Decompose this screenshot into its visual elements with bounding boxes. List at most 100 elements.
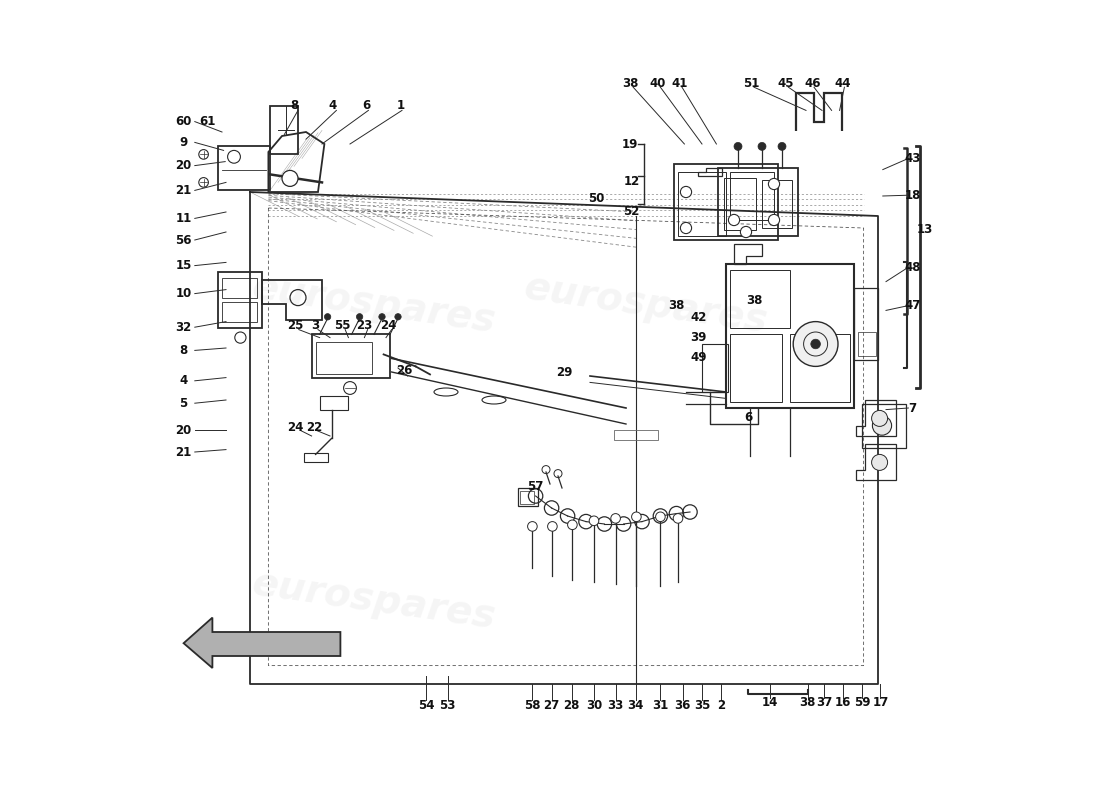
Circle shape xyxy=(199,178,208,187)
Text: 14: 14 xyxy=(762,696,778,709)
Circle shape xyxy=(681,222,692,234)
Circle shape xyxy=(740,226,751,238)
Text: eurospares: eurospares xyxy=(521,268,770,340)
Text: 49: 49 xyxy=(691,351,707,364)
Circle shape xyxy=(631,512,641,522)
Text: 45: 45 xyxy=(778,77,794,90)
Text: 52: 52 xyxy=(624,205,640,218)
Text: 4: 4 xyxy=(179,374,188,387)
Text: 34: 34 xyxy=(627,699,644,712)
Text: 19: 19 xyxy=(621,138,638,150)
Text: 21: 21 xyxy=(176,184,191,197)
Text: 20: 20 xyxy=(176,159,191,172)
Bar xyxy=(762,180,792,228)
Circle shape xyxy=(769,214,780,226)
Text: 12: 12 xyxy=(624,175,640,188)
Text: 38: 38 xyxy=(668,299,684,312)
Text: 61: 61 xyxy=(199,115,216,128)
Text: 4: 4 xyxy=(328,99,337,112)
Text: 27: 27 xyxy=(543,699,560,712)
Text: 42: 42 xyxy=(691,311,707,324)
Bar xyxy=(222,302,257,322)
Text: 40: 40 xyxy=(649,77,666,90)
Text: 37: 37 xyxy=(816,696,833,709)
Text: 22: 22 xyxy=(306,421,322,434)
Text: 57: 57 xyxy=(527,480,543,493)
Text: 50: 50 xyxy=(588,192,605,205)
Text: 3: 3 xyxy=(310,319,319,332)
Text: 15: 15 xyxy=(175,259,191,272)
Circle shape xyxy=(871,454,888,470)
Text: 13: 13 xyxy=(916,223,933,236)
Bar xyxy=(304,453,328,462)
Bar xyxy=(730,270,790,328)
Text: 58: 58 xyxy=(524,699,541,712)
Text: 24: 24 xyxy=(287,421,304,434)
Text: 18: 18 xyxy=(904,189,921,202)
Text: 30: 30 xyxy=(586,699,602,712)
Text: 38: 38 xyxy=(621,77,638,90)
Polygon shape xyxy=(184,618,340,668)
Circle shape xyxy=(378,314,385,320)
Circle shape xyxy=(324,314,331,320)
Circle shape xyxy=(793,322,838,366)
Text: 8: 8 xyxy=(179,344,188,357)
Text: 9: 9 xyxy=(179,136,188,149)
Circle shape xyxy=(395,314,402,320)
Text: 31: 31 xyxy=(652,699,669,712)
Text: 32: 32 xyxy=(176,321,191,334)
Text: 60: 60 xyxy=(175,115,191,128)
Text: 39: 39 xyxy=(691,331,707,344)
Text: 7: 7 xyxy=(909,402,916,414)
Text: 36: 36 xyxy=(674,699,691,712)
Text: 11: 11 xyxy=(176,212,191,225)
Bar xyxy=(725,178,757,230)
Circle shape xyxy=(681,186,692,198)
Bar xyxy=(222,278,257,298)
Circle shape xyxy=(282,170,298,186)
Bar xyxy=(730,172,774,220)
Text: 33: 33 xyxy=(607,699,624,712)
Circle shape xyxy=(356,314,363,320)
Text: 21: 21 xyxy=(176,446,191,458)
Text: 17: 17 xyxy=(872,696,889,709)
Bar xyxy=(858,332,876,356)
Text: 2: 2 xyxy=(717,699,725,712)
Text: 35: 35 xyxy=(694,699,711,712)
Text: 25: 25 xyxy=(287,319,304,332)
Circle shape xyxy=(673,514,683,523)
Circle shape xyxy=(199,150,208,159)
Circle shape xyxy=(548,522,558,531)
Circle shape xyxy=(769,178,780,190)
Text: 24: 24 xyxy=(381,319,397,332)
Text: 23: 23 xyxy=(356,319,373,332)
Bar xyxy=(519,491,534,504)
Bar xyxy=(730,334,782,402)
Text: 53: 53 xyxy=(439,699,455,712)
Text: 41: 41 xyxy=(671,77,688,90)
Bar xyxy=(518,488,538,506)
Text: 38: 38 xyxy=(747,294,763,306)
Bar xyxy=(218,272,262,328)
Text: 51: 51 xyxy=(744,77,760,90)
Circle shape xyxy=(343,382,356,394)
Text: 47: 47 xyxy=(904,299,921,312)
Bar xyxy=(854,288,878,360)
Bar xyxy=(311,334,390,378)
Text: 20: 20 xyxy=(176,424,191,437)
Bar xyxy=(790,334,850,402)
Text: 26: 26 xyxy=(396,364,412,377)
Text: 28: 28 xyxy=(563,699,580,712)
Bar xyxy=(862,404,906,448)
Bar xyxy=(316,342,372,374)
Circle shape xyxy=(610,514,620,523)
Circle shape xyxy=(811,339,821,349)
Text: 10: 10 xyxy=(176,287,191,300)
Text: 59: 59 xyxy=(854,696,870,709)
Circle shape xyxy=(568,520,578,530)
Circle shape xyxy=(778,142,786,150)
Bar xyxy=(678,172,726,236)
Bar xyxy=(718,168,798,236)
Text: 55: 55 xyxy=(333,319,350,332)
Text: eurospares: eurospares xyxy=(250,564,498,636)
